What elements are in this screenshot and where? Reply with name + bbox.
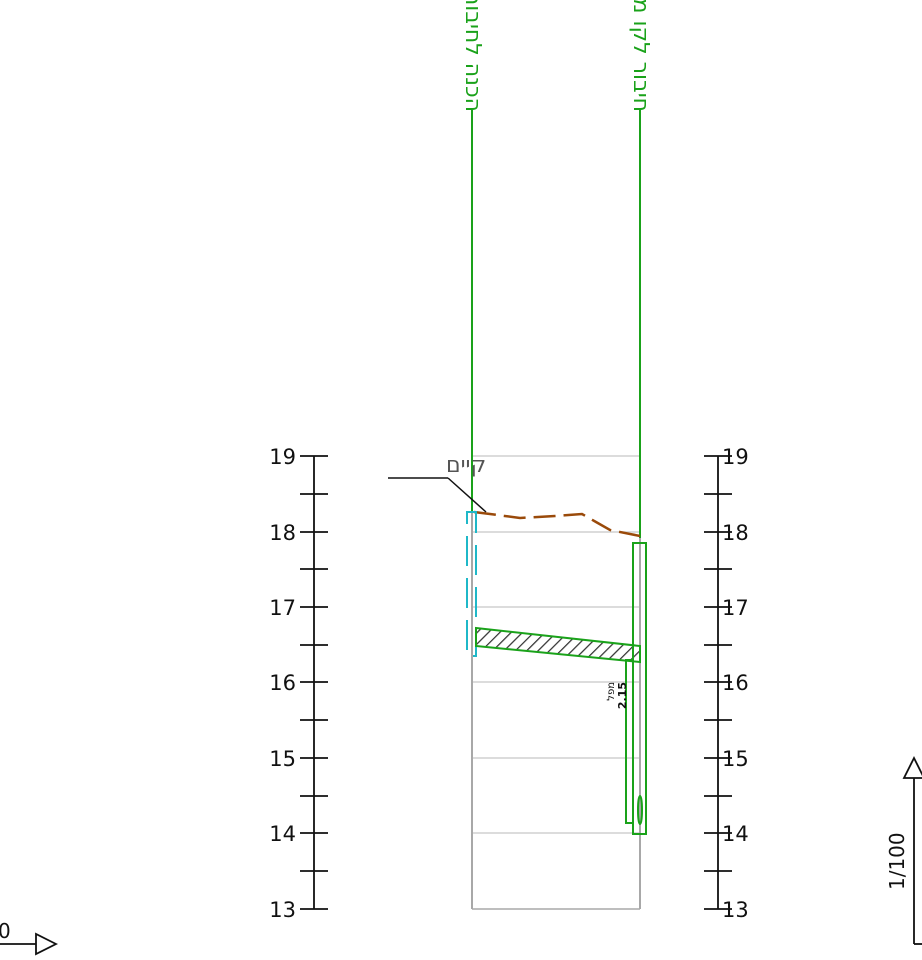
grid-lines [472,455,640,910]
existing-callout: קיים [388,453,487,513]
right-column-label: חיבור לקו מוצע מס' 1 [628,0,653,112]
right-elevation-axis: 19 18 17 16 15 14 13 [704,445,749,922]
left-existing-manhole [466,511,477,657]
pipe-label-value: 2.15 [616,682,629,709]
connection-pipe-hatched [475,626,641,664]
left-column-label: הכנה לחיבור מגרש [460,0,485,112]
pipe-label: 2.15 מפל [606,682,629,709]
left-tick-label: 13 [269,898,296,922]
left-tick-label: 17 [269,596,296,620]
right-tick-label: 16 [722,671,749,695]
right-tick-label: 13 [722,898,749,922]
left-tick-label: 18 [269,521,296,545]
existing-terrain-line [473,510,641,538]
arrow-right-icon [35,932,59,956]
scale-label: 1/100 [885,832,909,890]
left-tick-label: 16 [269,671,296,695]
left-elevation-axis: 19 18 17 16 15 14 13 [269,445,328,922]
existing-callout-label: קיים [446,453,486,478]
horizontal-scale-fragment: 0 [0,919,11,943]
callout-leader [447,477,487,513]
manhole-drop [625,659,634,824]
right-tick-label: 18 [722,521,749,545]
right-tick-label: 14 [722,822,749,846]
left-tick-label: 14 [269,822,296,846]
column-lines [471,110,641,909]
right-proposed-manhole [625,542,647,835]
right-tick-label: 15 [722,747,749,771]
manhole-drop-end [637,795,643,825]
horizontal-scale-indicator: 0 [0,919,59,956]
left-tick-label: 19 [269,445,296,469]
pipe-label-note: מפל [606,682,617,701]
right-tick-label: 17 [722,596,749,620]
right-tick-label: 19 [722,445,749,469]
left-tick-label: 15 [269,747,296,771]
vertical-scale-indicator: 1/100 [885,755,922,945]
scale-arrow-icon [902,755,922,779]
